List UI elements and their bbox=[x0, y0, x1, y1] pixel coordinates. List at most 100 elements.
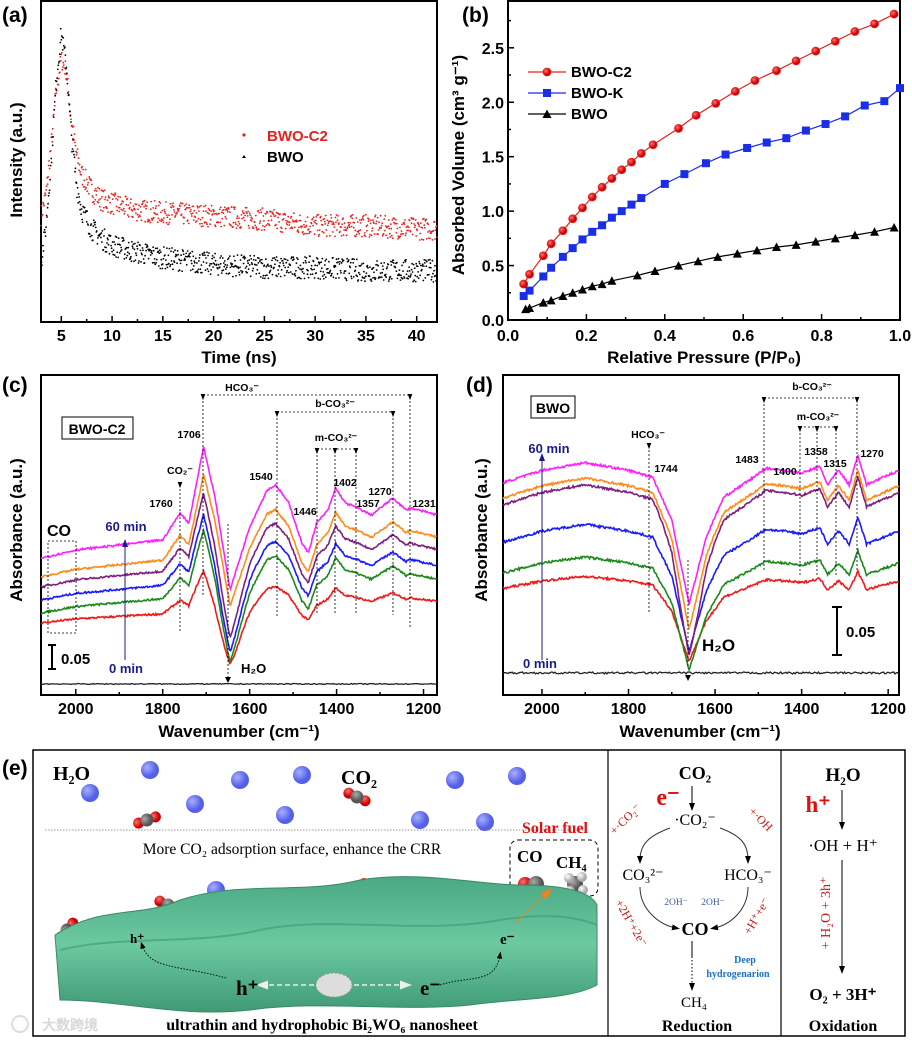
data-point-bwo bbox=[309, 273, 312, 276]
data-point-bwo bbox=[229, 266, 232, 269]
data-point-bwo-c2 bbox=[237, 224, 239, 227]
data-point-bwo-c2 bbox=[336, 229, 338, 231]
data-point-bwo bbox=[238, 273, 241, 276]
data-point-bwo-c2 bbox=[83, 179, 86, 182]
data-point-bwo bbox=[117, 237, 120, 240]
data-point-bwo bbox=[349, 261, 352, 264]
data-point-bwo-c2 bbox=[323, 217, 326, 220]
data-point-bwo bbox=[185, 252, 188, 255]
data-point-bwo-k bbox=[568, 244, 577, 253]
data-point-bwo-c2 bbox=[379, 214, 382, 217]
data-point-bwo-c2 bbox=[234, 221, 237, 224]
data-point-bwo bbox=[144, 254, 147, 257]
data-point-bwo bbox=[388, 278, 391, 281]
data-point-bwo bbox=[68, 94, 70, 96]
data-point-bwo-c2 bbox=[259, 220, 262, 223]
data-point-bwo-c2 bbox=[298, 226, 300, 229]
data-point-bwo-c2 bbox=[355, 217, 358, 219]
data-point-bwo-c2 bbox=[236, 215, 239, 218]
data-point-bwo-c2 bbox=[321, 230, 324, 233]
data-point-bwo-c2 bbox=[627, 157, 636, 167]
data-point-bwo bbox=[289, 271, 292, 273]
data-point-bwo bbox=[164, 254, 166, 256]
data-point-bwo-c2 bbox=[77, 157, 80, 160]
data-point-bwo-c2 bbox=[52, 113, 55, 116]
data-point-bwo bbox=[125, 257, 128, 259]
data-point-bwo-c2 bbox=[92, 196, 95, 199]
data-point-bwo-c2 bbox=[230, 224, 232, 227]
data-point-bwo bbox=[286, 259, 289, 262]
data-point-bwo bbox=[242, 262, 245, 265]
data-point-bwo-c2 bbox=[433, 220, 436, 223]
data-point-bwo bbox=[110, 247, 113, 250]
data-point-bwo bbox=[385, 276, 388, 279]
data-point-bwo-c2 bbox=[364, 235, 367, 238]
data-point-bwo-c2 bbox=[291, 227, 294, 230]
data-point-bwo-c2 bbox=[90, 183, 93, 186]
data-point-bwo-c2 bbox=[414, 224, 417, 227]
data-point-bwo bbox=[324, 276, 327, 279]
data-point-bwo bbox=[279, 261, 281, 264]
data-point-bwo bbox=[323, 264, 326, 266]
data-point-bwo-c2 bbox=[42, 203, 45, 206]
data-point-bwo bbox=[260, 258, 263, 261]
chart-d-ftir-bwo: 2000 1800 1600 1400 1200 Wavenumber (cm⁻¹) A… bbox=[472, 374, 906, 741]
data-point-bwo-c2 bbox=[711, 98, 721, 108]
data-point-bwo bbox=[222, 262, 225, 264]
data-point-bwo bbox=[400, 274, 402, 277]
data-point-bwo bbox=[79, 208, 81, 211]
data-point-bwo-c2 bbox=[351, 217, 354, 220]
data-point-bwo bbox=[253, 254, 256, 257]
data-point-bwo-c2 bbox=[289, 217, 292, 219]
data-point-bwo bbox=[323, 273, 326, 276]
data-point-bwo bbox=[357, 271, 360, 274]
data-point-bwo bbox=[123, 253, 126, 256]
data-point-bwo-c2 bbox=[76, 151, 78, 154]
data-point-bwo-c2 bbox=[101, 196, 103, 198]
excitation-site bbox=[315, 972, 353, 998]
data-point-bwo bbox=[159, 267, 162, 270]
data-point-bwo-c2 bbox=[164, 210, 166, 213]
data-point-bwo-c2 bbox=[139, 215, 141, 218]
data-point-bwo bbox=[424, 277, 427, 279]
data-point-bwo-c2 bbox=[327, 222, 330, 225]
data-point-bwo-c2 bbox=[148, 219, 151, 222]
data-point-bwo bbox=[267, 277, 270, 280]
data-point-bwo bbox=[126, 251, 129, 254]
data-point-bwo-c2 bbox=[175, 212, 178, 215]
data-point-bwo-c2 bbox=[413, 223, 416, 225]
data-point-bwo-c2 bbox=[198, 210, 200, 212]
data-point-bwo bbox=[315, 272, 318, 274]
data-point-bwo-c2 bbox=[172, 202, 174, 205]
data-point-bwo-c2 bbox=[116, 199, 119, 201]
data-point-bwo bbox=[546, 295, 556, 305]
data-point-bwo bbox=[132, 243, 135, 246]
data-point-bwo-k bbox=[525, 286, 534, 295]
nanosheet bbox=[54, 876, 598, 1013]
data-point-bwo bbox=[308, 261, 310, 264]
ox-o2: O₂ + 3H⁺ bbox=[809, 985, 876, 1004]
data-point-bwo bbox=[265, 258, 267, 261]
data-point-bwo bbox=[135, 254, 138, 257]
spectrum-line bbox=[502, 475, 900, 656]
data-point-bwo bbox=[127, 246, 130, 249]
x-tick-label: 2000 bbox=[58, 701, 94, 718]
data-point-bwo bbox=[160, 258, 163, 261]
data-point-bwo-c2 bbox=[329, 235, 331, 237]
data-point-bwo bbox=[83, 206, 86, 209]
data-point-bwo bbox=[81, 221, 84, 224]
data-point-bwo-c2 bbox=[185, 207, 188, 209]
data-point-bwo bbox=[151, 252, 154, 255]
panel-label-d: (d) bbox=[466, 374, 493, 397]
watermark: 大数跨境 bbox=[42, 1017, 98, 1034]
data-point-bwo-c2 bbox=[188, 204, 191, 207]
data-point-bwo bbox=[133, 248, 136, 251]
data-point-bwo bbox=[50, 157, 53, 160]
data-point-bwo bbox=[90, 223, 93, 225]
data-point-bwo-c2 bbox=[248, 212, 251, 215]
data-point-bwo bbox=[412, 280, 414, 283]
data-point-bwo bbox=[108, 252, 111, 255]
data-point-bwo-c2 bbox=[323, 220, 326, 223]
data-point-bwo-c2 bbox=[72, 137, 74, 140]
data-point-bwo-c2 bbox=[92, 200, 95, 203]
